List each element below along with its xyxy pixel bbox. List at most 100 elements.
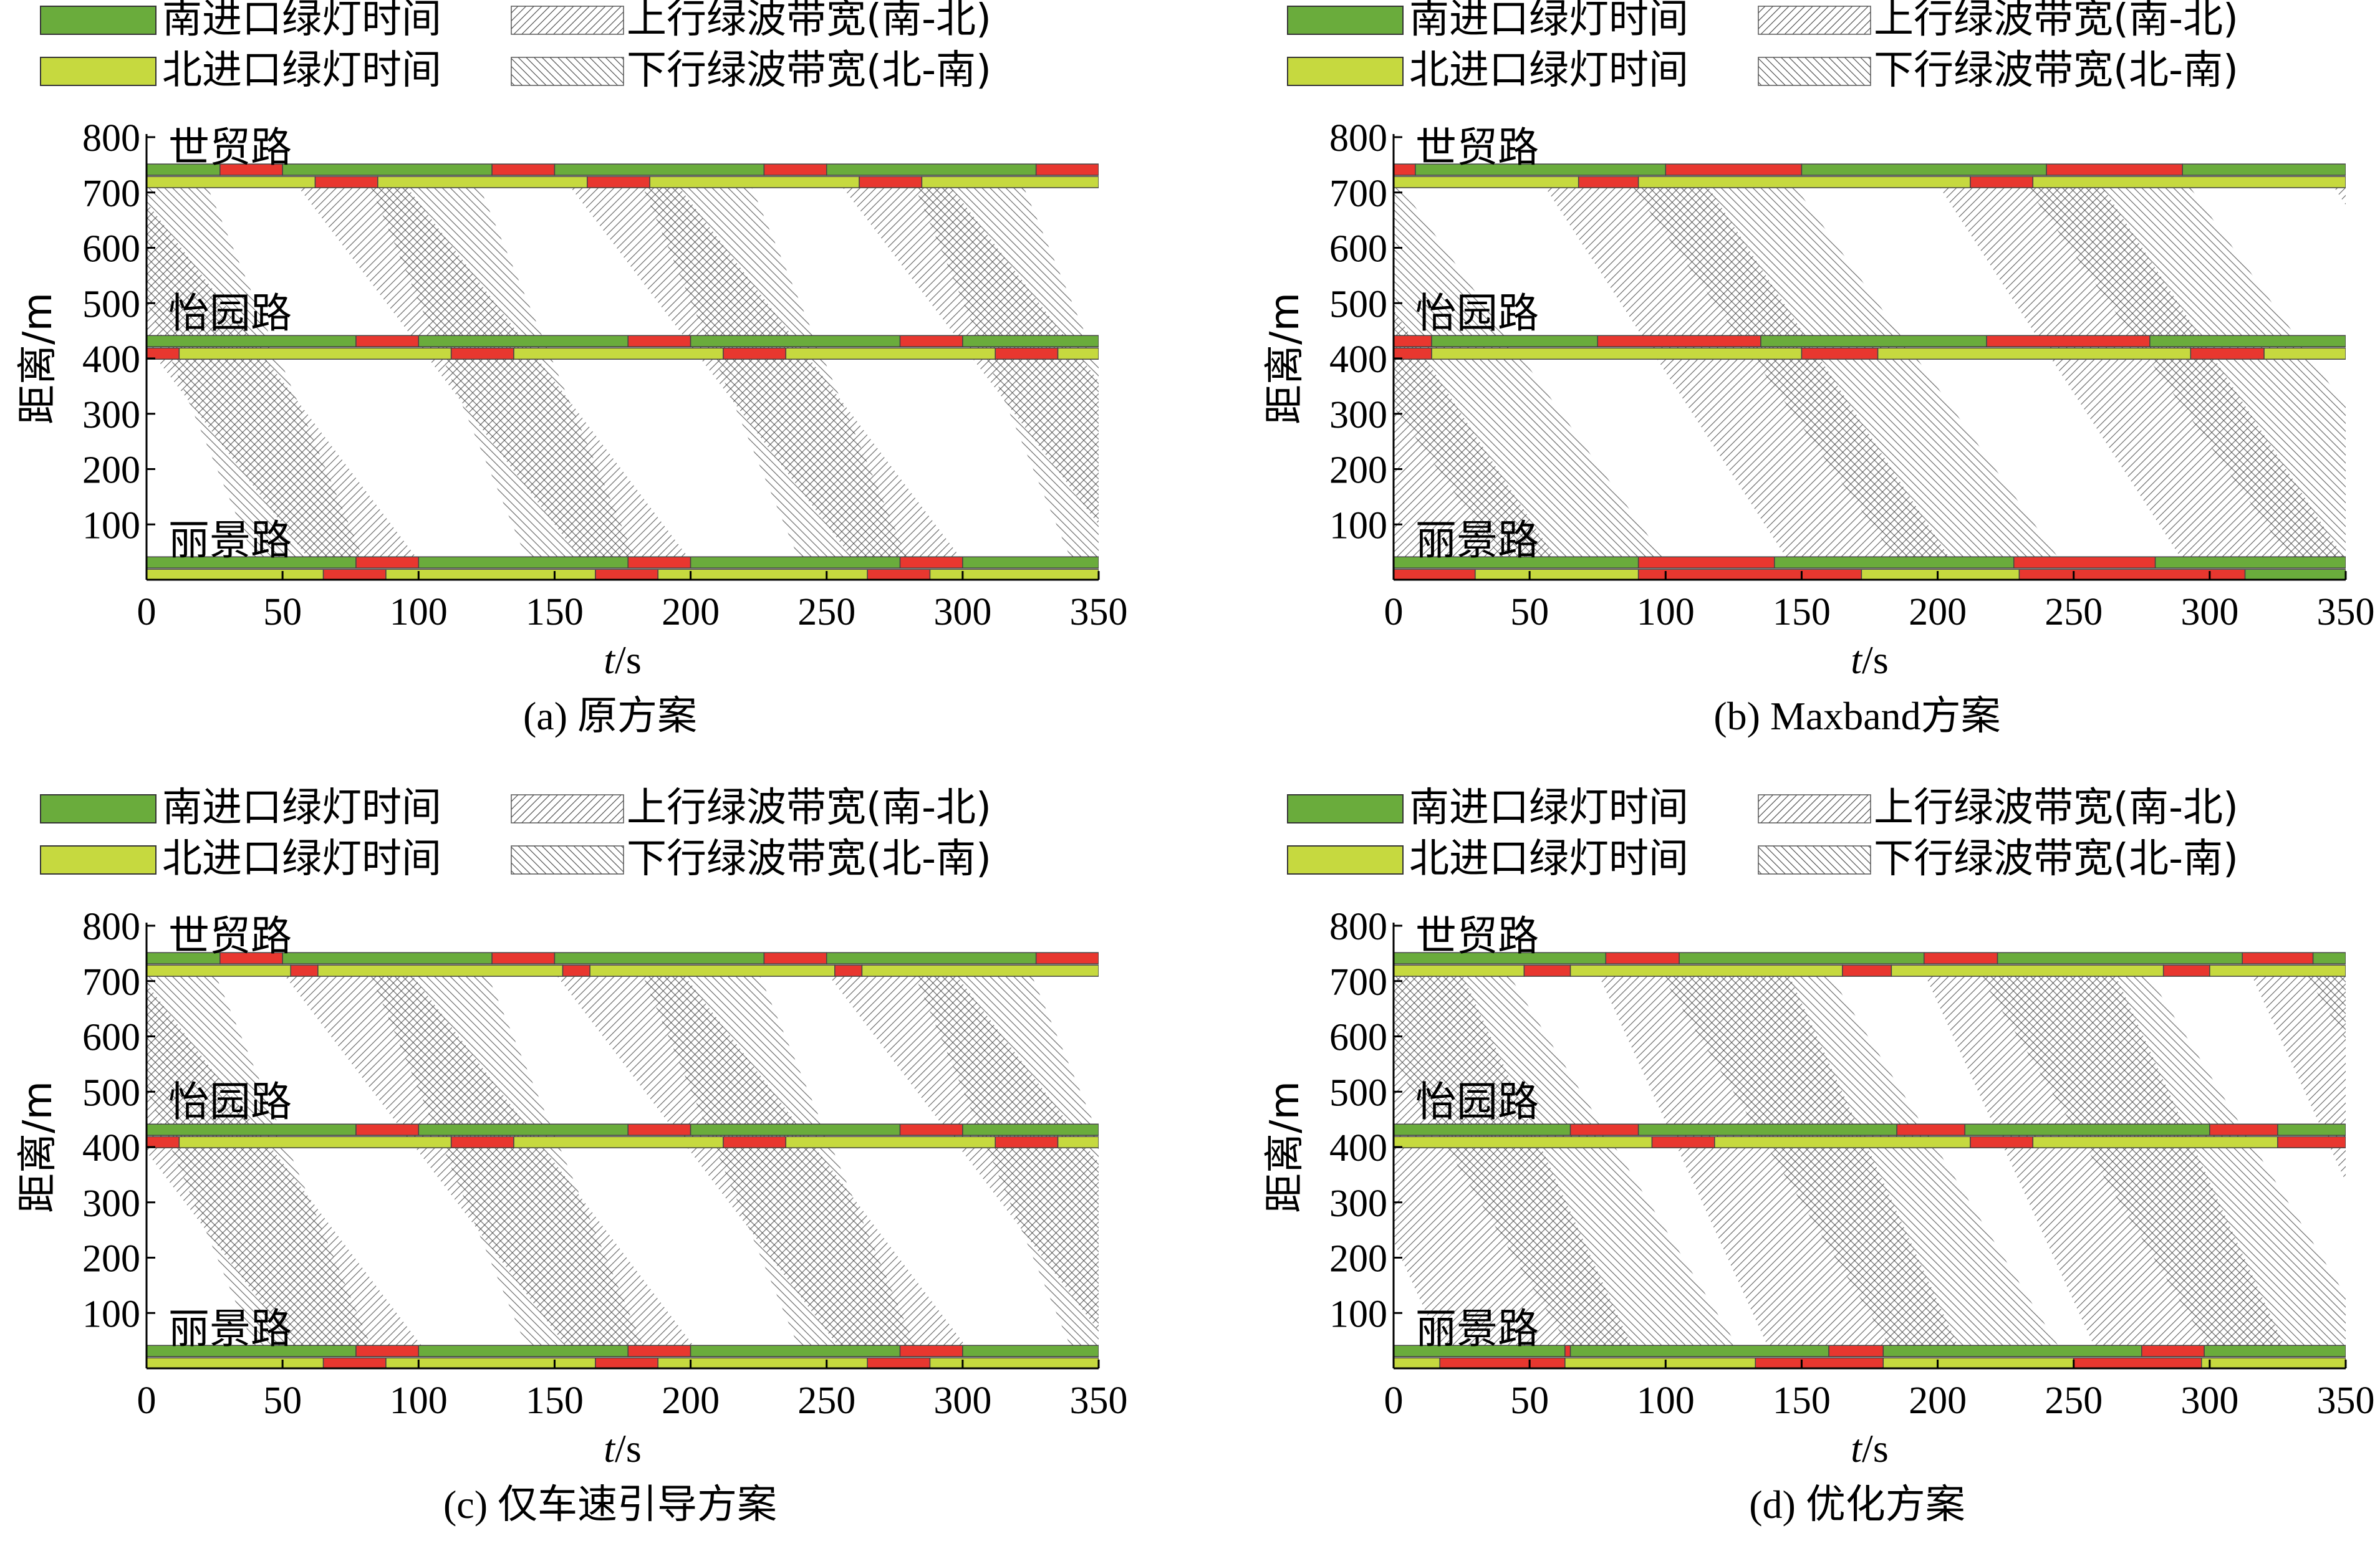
south-entry-seg-5 — [554, 952, 765, 964]
y-tick-label: 400 — [1329, 1127, 1387, 1169]
plot-area — [147, 163, 1099, 580]
south-entry-seg-7 — [962, 1345, 1099, 1357]
signal-怡园路 — [147, 1123, 1099, 1148]
north-entry-seg-7 — [2209, 964, 2346, 977]
south-entry-seg-6 — [2182, 163, 2346, 176]
north-entry-seg-1 — [1394, 1136, 1653, 1148]
legend-south-green-label: 南进口绿灯时间 — [1409, 785, 1689, 831]
south-entry-seg-2 — [1637, 556, 1775, 569]
north-entry-seg-7 — [861, 964, 1099, 977]
x-tick-label: 150 — [526, 591, 584, 633]
south-entry-seg-5 — [1964, 1123, 2210, 1136]
south-entry-seg-6 — [899, 556, 963, 569]
legend-up-band-swatch — [511, 6, 624, 35]
y-tick-label: 100 — [82, 1293, 140, 1335]
x-axis-label: t/s — [604, 1426, 641, 1471]
north-entry-seg-1 — [1394, 176, 1579, 188]
y-tick-label: 700 — [82, 173, 140, 215]
south-entry-seg-2 — [355, 556, 420, 569]
south-entry-seg-5 — [554, 163, 765, 176]
y-tick-label: 100 — [82, 504, 140, 547]
south-entry-seg-7 — [962, 556, 1099, 569]
south-entry-seg-3 — [1597, 335, 1761, 347]
south-entry-seg-6 — [899, 335, 963, 347]
north-entry-seg-6 — [859, 176, 923, 188]
south-entry-seg-4 — [1828, 1345, 1884, 1357]
legend-north-green-label: 北进口绿灯时间 — [162, 47, 441, 94]
intersection-label: 世贸路 — [168, 912, 292, 960]
north-entry-seg-1 — [1394, 964, 1525, 977]
y-tick-label: 500 — [1329, 1072, 1387, 1114]
y-tick-label: 500 — [82, 1072, 140, 1114]
x-tick-label: 250 — [2045, 1380, 2103, 1422]
south-entry-seg-8 — [1035, 163, 1099, 176]
south-entry-seg-8 — [1035, 952, 1099, 964]
legend-north-green-swatch — [40, 845, 157, 875]
legend-north-green-swatch — [1287, 57, 1404, 86]
south-entry-seg-3 — [418, 556, 629, 569]
south-entry-seg-5 — [1986, 335, 2151, 347]
south-entry-seg-6 — [899, 1345, 963, 1357]
north-entry-seg-6 — [2263, 347, 2346, 360]
down-band-3 — [1978, 972, 2346, 1349]
y-tick-label: 600 — [82, 1017, 140, 1059]
north-entry-seg-4 — [562, 964, 590, 977]
north-entry-seg-3 — [317, 964, 564, 977]
intersection-label: 世贸路 — [1415, 123, 1539, 171]
intersection-label: 世贸路 — [168, 123, 292, 171]
signal-世贸路 — [1394, 952, 2346, 977]
legend-down-band-swatch — [511, 57, 624, 86]
x-tick-label: 200 — [662, 1380, 720, 1422]
north-entry-seg-1 — [147, 176, 316, 188]
x-tick-label: 100 — [390, 1380, 448, 1422]
down-band-1 — [1394, 184, 1666, 560]
down-band-3 — [642, 184, 908, 560]
south-entry-seg-5 — [690, 556, 901, 569]
down-band-1 — [147, 972, 373, 1349]
north-entry-seg-2 — [1578, 176, 1639, 188]
south-entry-seg-5 — [690, 1123, 901, 1136]
legend-south-green-label: 南进口绿灯时间 — [1409, 0, 1689, 42]
north-entry-seg-3 — [377, 176, 588, 188]
signal-丽景路 — [1394, 1345, 2346, 1368]
intersection-label: 丽景路 — [1415, 1305, 1539, 1353]
north-entry-seg-2 — [290, 964, 319, 977]
x-axis-label: t/s — [1851, 1426, 1888, 1471]
legend-north-green-swatch — [40, 57, 157, 86]
south-entry-seg-5 — [1997, 952, 2243, 964]
south-entry-seg-3 — [418, 1123, 629, 1136]
signal-丽景路 — [1394, 556, 2346, 580]
north-entry-seg-2 — [1431, 347, 1803, 360]
south-entry-seg-3 — [1665, 163, 1803, 176]
legend-south-green-swatch — [1287, 6, 1404, 35]
legend-south-green-label: 南进口绿灯时间 — [162, 785, 441, 831]
south-entry-seg-3 — [1774, 556, 2015, 569]
x-tick-label: 0 — [1384, 1380, 1404, 1422]
legend-down-band-swatch — [1758, 57, 1871, 86]
down-band-3 — [642, 972, 917, 1349]
y-tick-label: 500 — [1329, 283, 1387, 325]
legend-south-green-swatch — [1287, 794, 1404, 823]
intersection-label: 丽景路 — [168, 1305, 292, 1353]
x-tick-label: 300 — [933, 591, 991, 633]
intersection-label: 怡园路 — [168, 1078, 292, 1126]
south-entry-seg-5 — [690, 335, 901, 347]
y-tick-label: 400 — [1329, 338, 1387, 381]
x-tick-label: 200 — [662, 591, 720, 633]
x-tick-label: 100 — [1637, 1380, 1695, 1422]
signal-丽景路 — [147, 1345, 1099, 1368]
south-entry-seg-4 — [491, 952, 556, 964]
south-entry-seg-7 — [826, 952, 1037, 964]
y-tick-label: 100 — [1329, 1293, 1387, 1335]
intersection-label: 怡园路 — [1415, 1078, 1539, 1126]
south-entry-seg-6 — [2209, 1123, 2278, 1136]
legend-south-green-label: 南进口绿灯时间 — [162, 0, 441, 42]
north-entry-seg-4 — [513, 1136, 724, 1148]
legend-up-band-swatch — [1758, 794, 1871, 823]
x-tick-label: 250 — [797, 1380, 855, 1422]
intersection-label: 怡园路 — [168, 289, 292, 337]
